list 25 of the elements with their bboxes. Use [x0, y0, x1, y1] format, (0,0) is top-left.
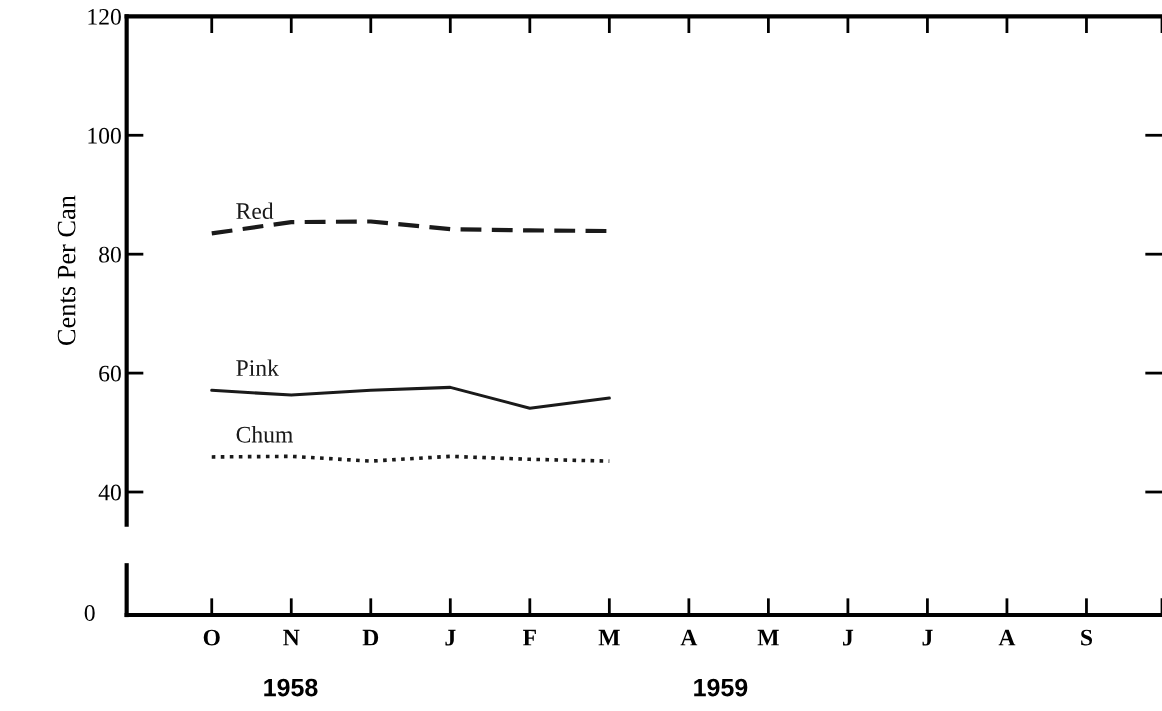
x-tick-label: J — [843, 629, 854, 646]
series-label: Pink — [236, 359, 279, 376]
x-tick-label: S — [1081, 629, 1093, 646]
x-tick-label: A — [680, 629, 698, 646]
text: 1959 — [694, 678, 748, 697]
y-tick-label: 120 — [88, 8, 121, 25]
y-tick-label: 100 — [88, 127, 121, 144]
x-tick-label: A — [998, 629, 1016, 646]
x-tick-label: M — [598, 629, 620, 646]
x-tick-label: N — [283, 629, 300, 646]
series-label: Chum — [236, 426, 293, 443]
y-axis-title: Cents Per Can — [57, 195, 76, 345]
x-tick-label: F — [523, 629, 536, 646]
x-tick-label: O — [203, 629, 220, 646]
x-tick-label: M — [757, 629, 779, 646]
line-series — [210, 385, 611, 410]
series-label: Red — [236, 202, 274, 220]
text: 1958 — [264, 678, 318, 697]
y-tick-label: 80 — [99, 246, 121, 263]
x-tick-label: J — [922, 629, 933, 646]
y-tick-label: 60 — [99, 365, 121, 382]
text: 0 — [84, 604, 95, 621]
x-tick-label: D — [362, 629, 379, 646]
x-tick-label: J — [445, 629, 456, 646]
y-tick-label: 40 — [98, 484, 121, 501]
